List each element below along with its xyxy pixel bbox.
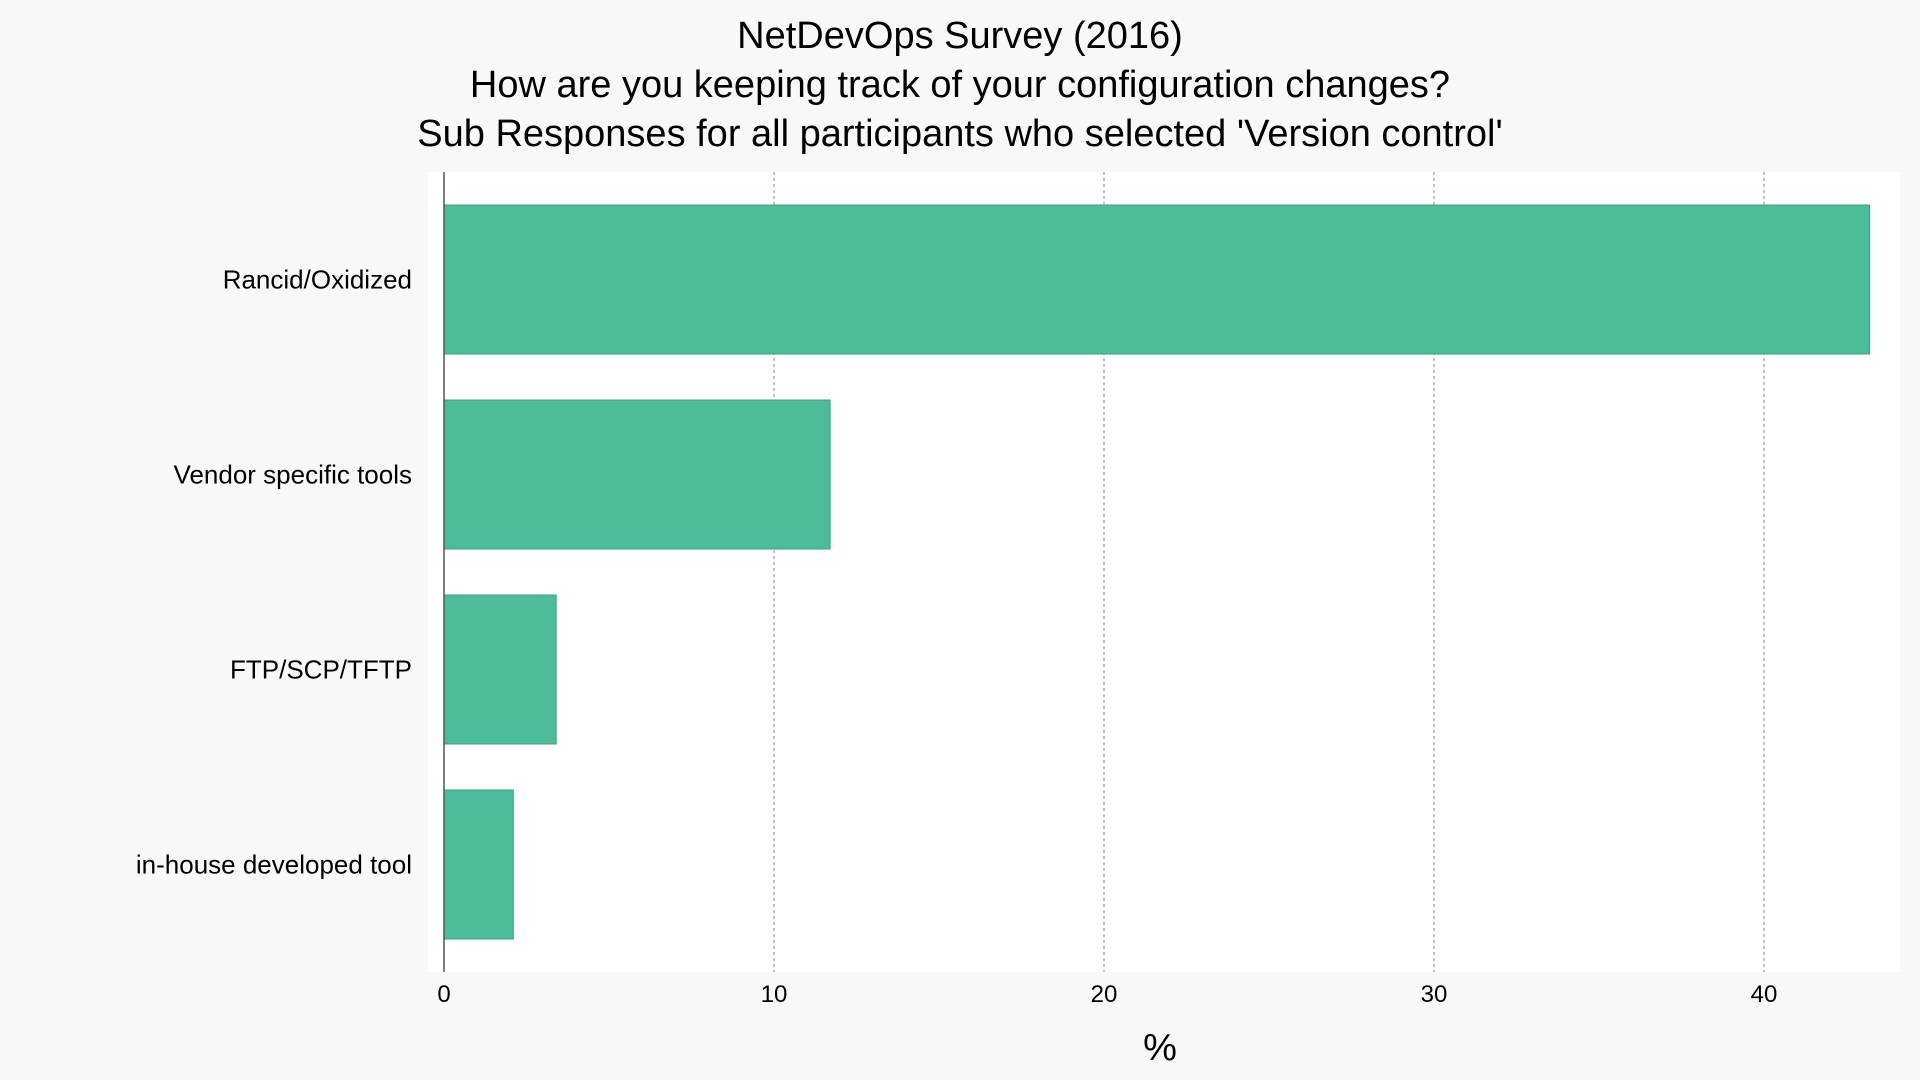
x-tick-label: 40: [1751, 981, 1778, 1008]
title-line-3: Sub Responses for all participants who s…: [417, 113, 1503, 155]
x-tick-label: 0: [437, 981, 450, 1008]
category-label: Vendor specific tools: [174, 460, 412, 490]
category-label: FTP/SCP/TFTP: [230, 655, 412, 685]
bar: [443, 789, 514, 940]
title-line-1: NetDevOps Survey (2016): [737, 15, 1183, 57]
x-axis-label: %: [1143, 1027, 1177, 1069]
bar: [443, 204, 1871, 355]
x-tick-label: 20: [1091, 981, 1118, 1008]
bar: [443, 594, 557, 745]
bar: [443, 399, 831, 550]
x-tick-label: 30: [1421, 981, 1448, 1008]
category-label: Rancid/Oxidized: [223, 265, 412, 295]
category-label: in-house developed tool: [136, 850, 412, 880]
title-line-2: How are you keeping track of your config…: [469, 64, 1451, 106]
chart-title: NetDevOps Survey (2016) How are you keep…: [0, 12, 1920, 159]
x-tick-label: 10: [761, 981, 788, 1008]
